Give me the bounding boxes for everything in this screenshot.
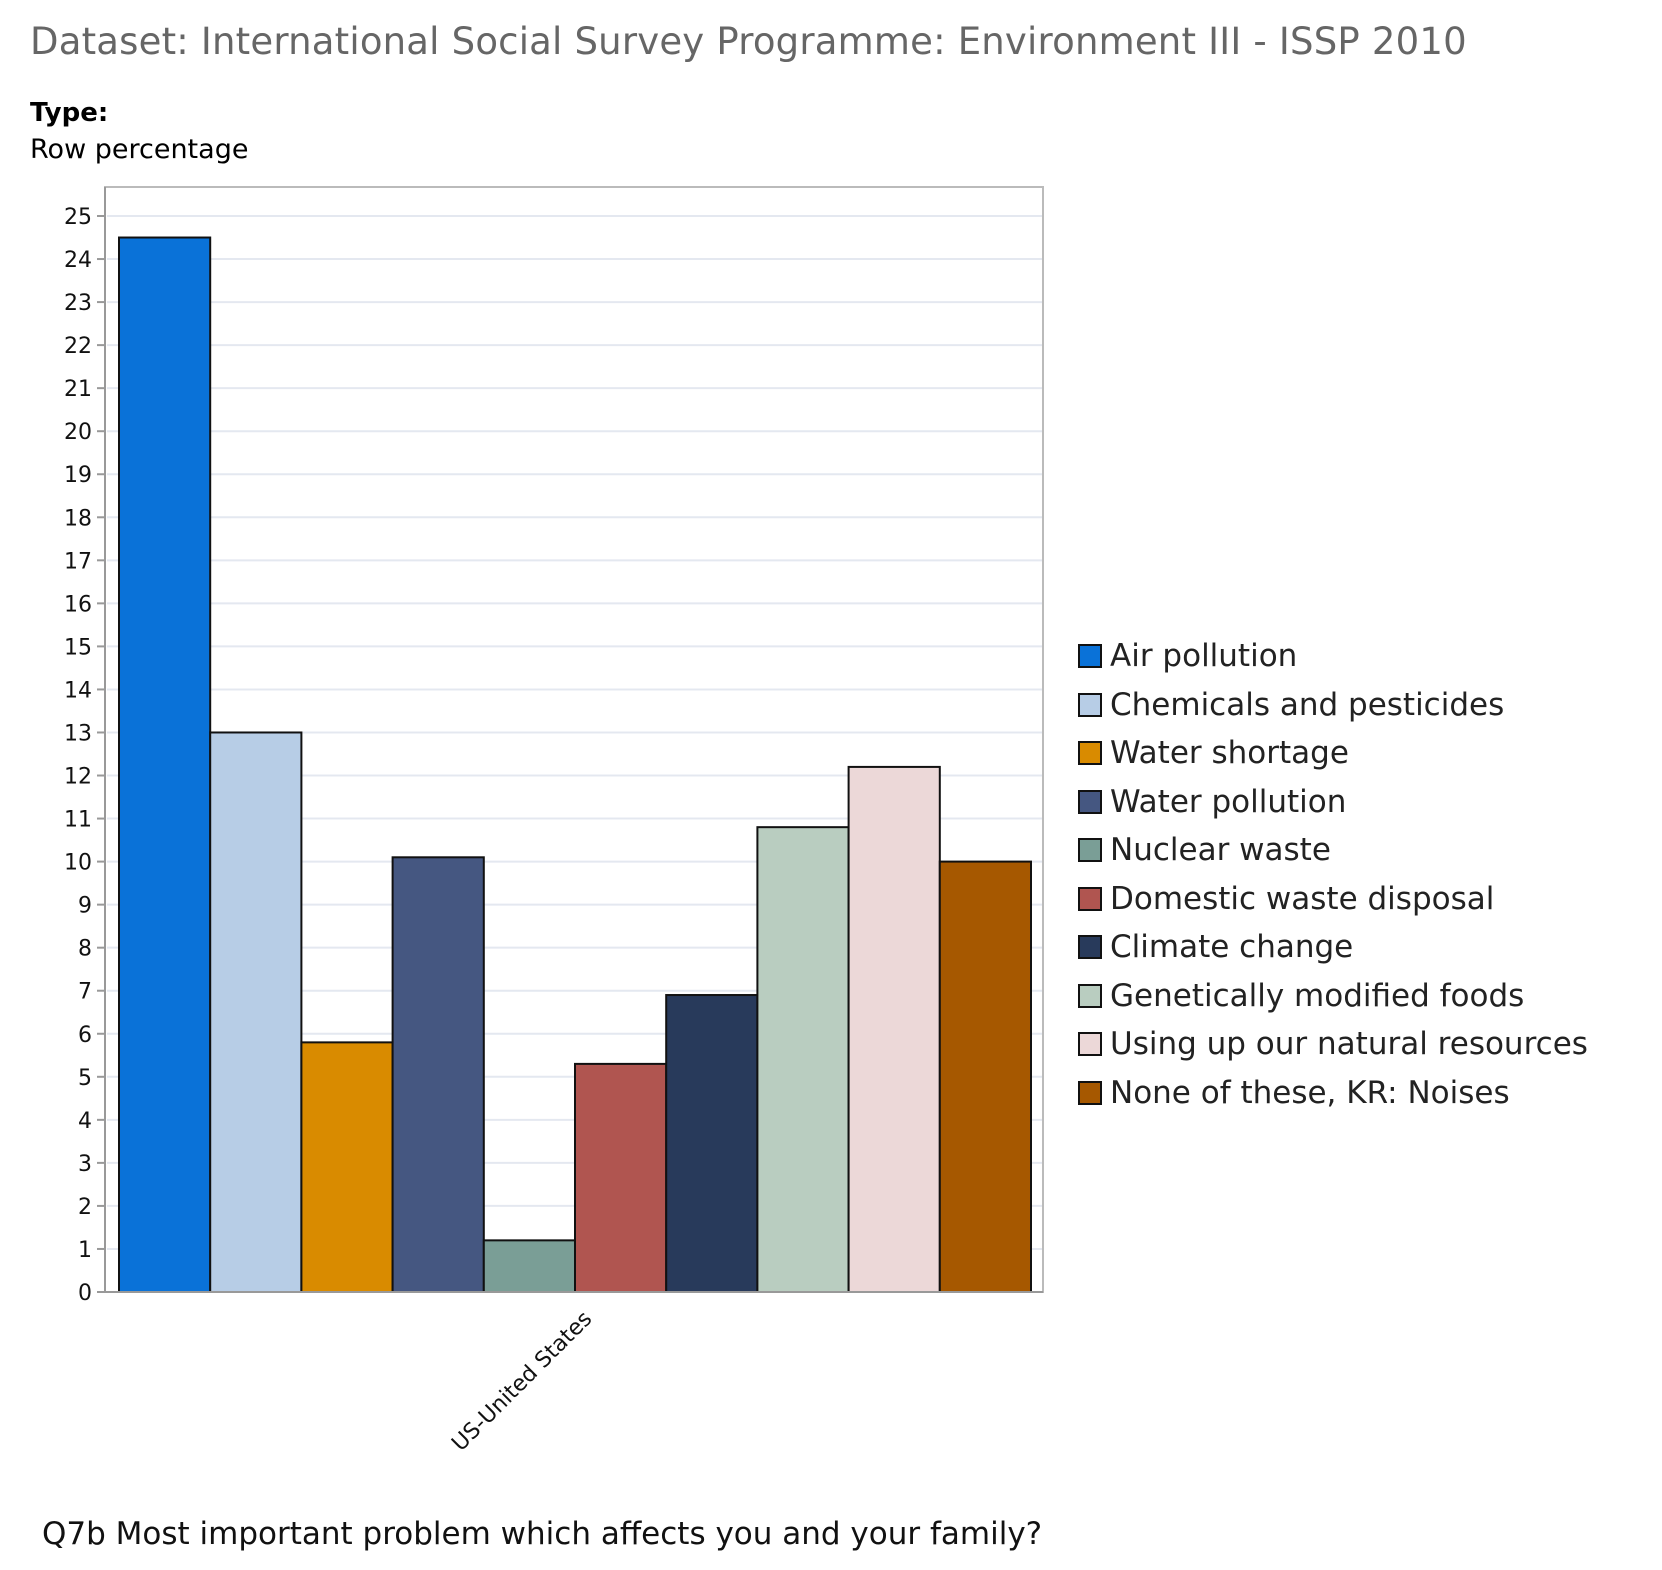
- legend-label: Nuclear waste: [1110, 832, 1331, 869]
- y-tick-label: 11: [64, 808, 92, 833]
- y-tick-label: 23: [64, 291, 92, 316]
- type-label: Type:: [30, 98, 109, 128]
- legend-label: Air pollution: [1110, 638, 1298, 675]
- bar-climate-change: [665, 994, 759, 1293]
- legend-label: Chemicals and pesticides: [1110, 686, 1505, 723]
- y-tick-label: 6: [78, 1023, 92, 1048]
- legend-swatch: [1078, 838, 1102, 863]
- bar-domestic-waste-disposal: [574, 1062, 668, 1293]
- y-tick-label: 17: [64, 549, 92, 574]
- legend-swatch: [1078, 692, 1102, 717]
- bar-air-pollution: [118, 236, 212, 1293]
- y-tick-label: 19: [64, 463, 92, 488]
- type-value: Row percentage: [30, 134, 249, 165]
- legend-label: Water pollution: [1110, 783, 1347, 820]
- y-tick-label: 10: [64, 851, 92, 876]
- bar-genetically-modified-foods: [756, 826, 850, 1294]
- legend-label: Genetically modified foods: [1110, 977, 1525, 1014]
- y-tick-label: 24: [64, 248, 92, 273]
- y-tick-label: 13: [64, 721, 92, 746]
- y-tick-label: 8: [78, 937, 92, 962]
- y-tick-label: 2: [78, 1195, 92, 1220]
- bars: [118, 236, 1032, 1294]
- x-axis: US-United States: [447, 1307, 597, 1457]
- legend-swatch: [1078, 789, 1102, 814]
- question-caption: Q7b Most important problem which affects…: [42, 1516, 1043, 1552]
- y-tick-label: 9: [78, 894, 92, 919]
- y-tick-label: 25: [64, 205, 92, 230]
- legend-label: None of these, KR: Noises: [1110, 1074, 1510, 1111]
- legend-item: Water pollution: [1078, 778, 1588, 827]
- y-tick-label: 14: [64, 678, 92, 703]
- legend-item: Nuclear waste: [1078, 826, 1588, 875]
- legend-item: Domestic waste disposal: [1078, 875, 1588, 924]
- legend-label: Climate change: [1110, 929, 1354, 966]
- legend-item: Chemicals and pesticides: [1078, 681, 1588, 730]
- legend-swatch: [1078, 741, 1102, 766]
- y-tick-label: 1: [78, 1238, 92, 1263]
- legend-item: Air pollution: [1078, 632, 1588, 681]
- y-tick-label: 5: [78, 1066, 92, 1091]
- legend-item: Climate change: [1078, 923, 1588, 972]
- legend-item: None of these, KR: Noises: [1078, 1069, 1588, 1118]
- y-axis: 0123456789101112131415161718192021222324…: [64, 187, 1043, 1306]
- bar-chemicals-and-pesticides: [209, 731, 303, 1293]
- y-tick-label: 12: [64, 765, 92, 790]
- legend: Air pollution Chemicals and pesticides Wat…: [1078, 632, 1588, 1117]
- y-tick-label: 21: [64, 377, 92, 402]
- bar-using-up-our-natural-resources: [847, 765, 941, 1293]
- bar-nuclear-waste: [482, 1239, 576, 1294]
- y-tick-label: 15: [64, 635, 92, 660]
- y-tick-label: 3: [78, 1152, 92, 1177]
- legend-label: Using up our natural resources: [1110, 1026, 1588, 1063]
- legend-item: Water shortage: [1078, 729, 1588, 778]
- y-tick-label: 4: [78, 1109, 92, 1134]
- legend-swatch: [1078, 935, 1102, 960]
- bar-water-pollution: [391, 856, 485, 1294]
- legend-item: Using up our natural resources: [1078, 1020, 1588, 1069]
- bar-water-shortage: [300, 1041, 394, 1294]
- legend-label: Water shortage: [1110, 735, 1349, 772]
- legend-swatch: [1078, 644, 1102, 669]
- y-tick-label: 7: [78, 980, 92, 1005]
- dataset-title: Dataset: International Social Survey Pro…: [30, 20, 1467, 63]
- x-category-label: US-United States: [447, 1307, 597, 1457]
- bar-none-of-these-kr-noises: [938, 860, 1032, 1293]
- legend-swatch: [1078, 983, 1102, 1008]
- y-tick-label: 0: [78, 1281, 92, 1306]
- legend-swatch: [1078, 886, 1102, 911]
- y-tick-label: 16: [64, 592, 92, 617]
- legend-label: Domestic waste disposal: [1110, 880, 1495, 917]
- legend-swatch: [1078, 1032, 1102, 1057]
- y-tick-label: 20: [64, 420, 92, 445]
- y-tick-label: 22: [64, 334, 92, 359]
- y-tick-label: 18: [64, 506, 92, 531]
- legend-swatch: [1078, 1080, 1102, 1105]
- legend-item: Genetically modified foods: [1078, 972, 1588, 1021]
